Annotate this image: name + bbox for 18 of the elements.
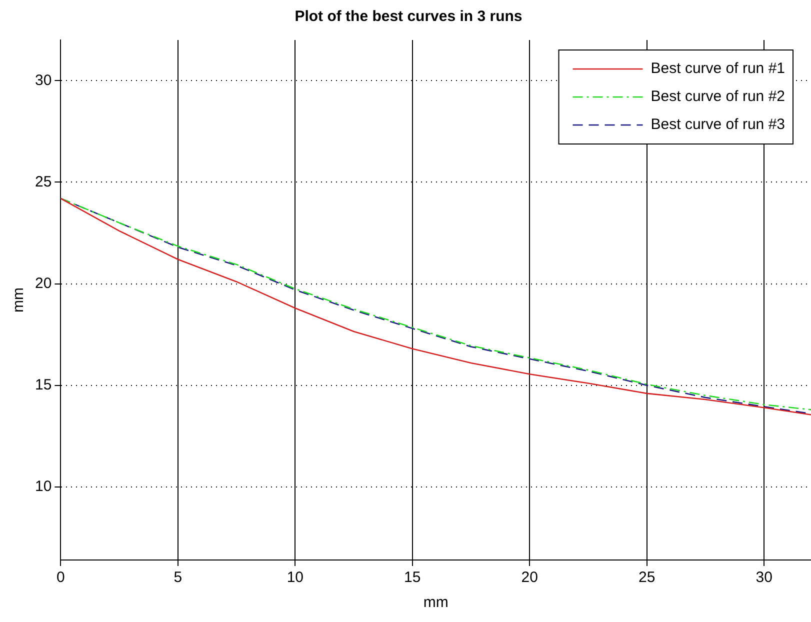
x-tick-label: 15 [404, 569, 421, 586]
chart-title: Plot of the best curves in 3 runs [294, 8, 522, 26]
x-tick-label: 30 [756, 569, 772, 586]
x-tick-label: 10 [286, 569, 304, 586]
y-tick-label: 15 [34, 376, 52, 394]
x-tick-label: 0 [56, 569, 65, 586]
y-tick-label: 25 [34, 173, 52, 190]
x-tick-label: 25 [638, 569, 656, 586]
y-axis-title: mm [10, 288, 28, 312]
y-tick-label: 10 [34, 478, 52, 496]
x-tick-label: 20 [521, 569, 538, 586]
y-tick-label: 30 [34, 72, 52, 89]
y-tick-label: 20 [34, 274, 52, 292]
legend-label: Best curve of run #2 [650, 88, 786, 106]
legend-label: Best curve of run #1 [650, 60, 786, 78]
x-axis-title: mm [423, 594, 448, 612]
legend-label: Best curve of run #3 [650, 116, 786, 134]
x-tick-label: 5 [174, 569, 182, 586]
